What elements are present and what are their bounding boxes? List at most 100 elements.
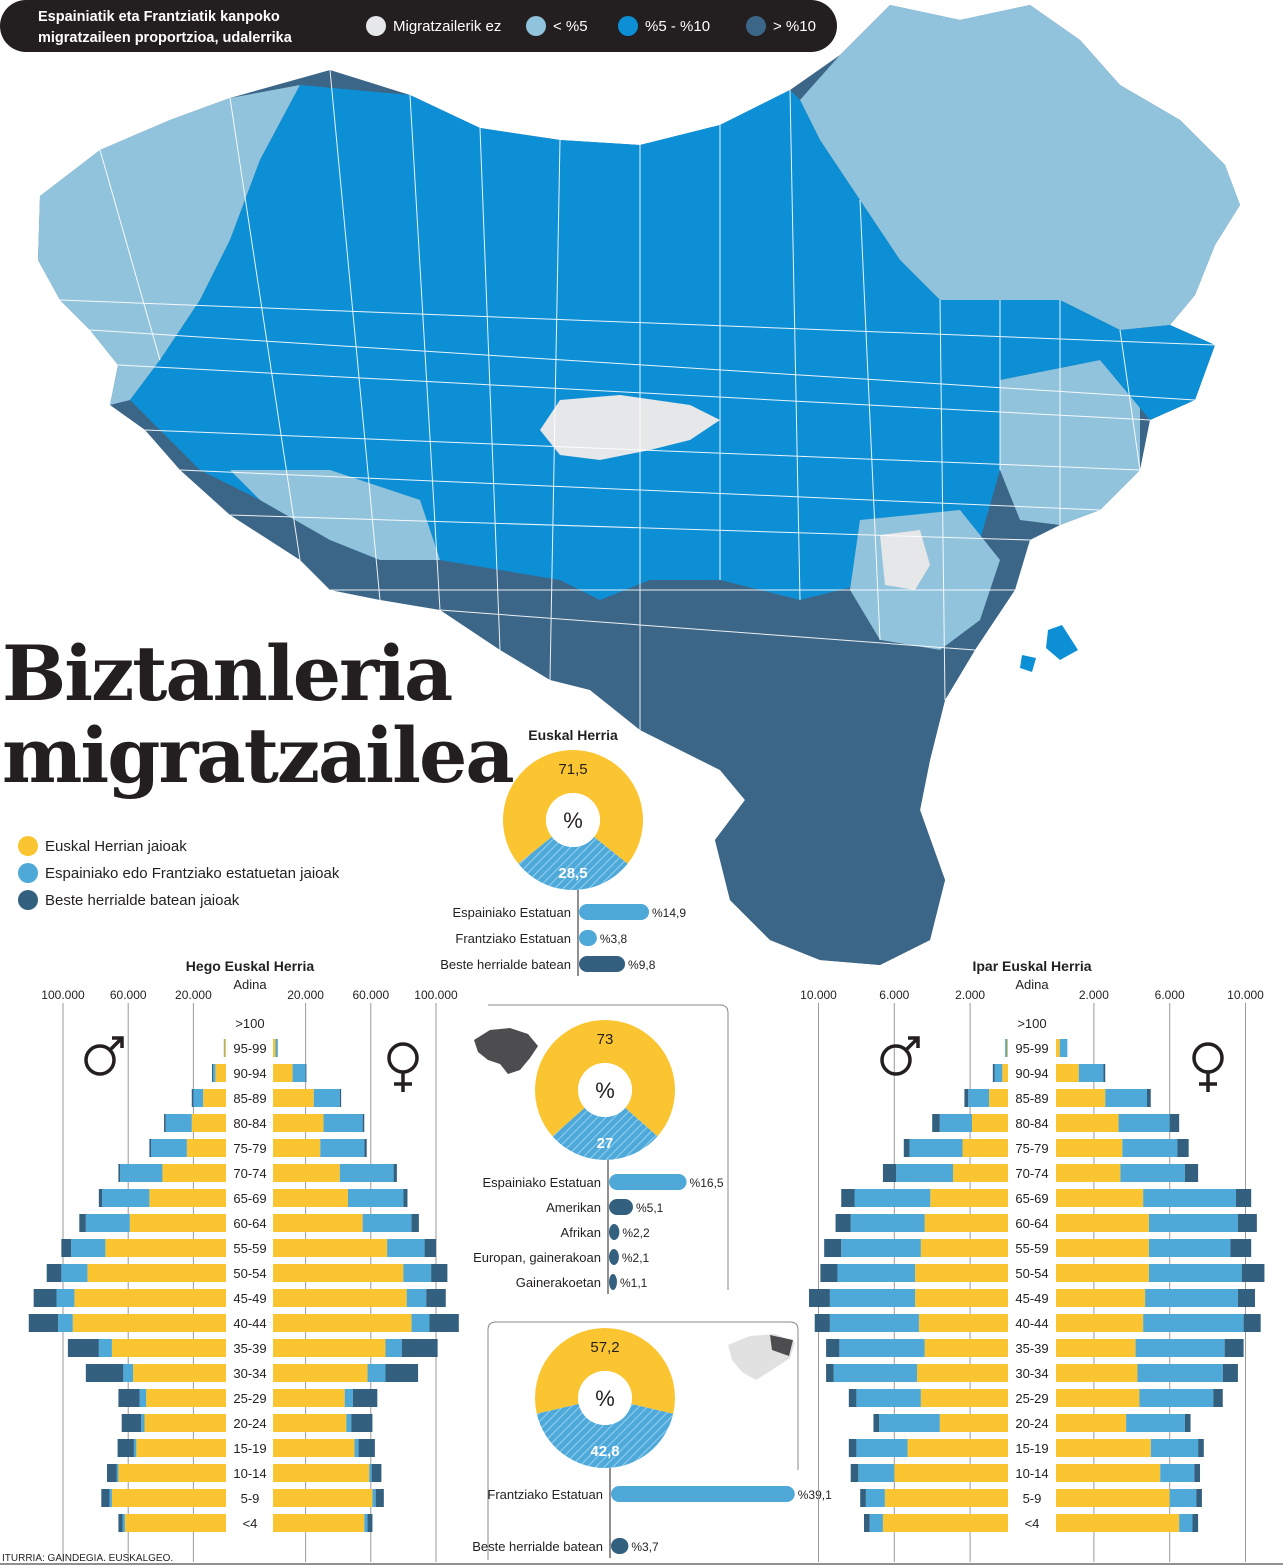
donut-value-migrant: 42,8 xyxy=(590,1443,619,1460)
pyramid-bar-male-abroad xyxy=(860,1489,866,1507)
pyramid-bar-female-local xyxy=(1056,1139,1123,1157)
pyramid-bar-male-state xyxy=(151,1139,187,1157)
pyramid-bar-male-abroad xyxy=(85,1364,124,1382)
pyramid-age-label: 25-29 xyxy=(233,1391,266,1406)
pyramid-bar-female-abroad xyxy=(1194,1464,1201,1482)
pyramid-bar-female-abroad xyxy=(352,1389,378,1407)
pyramid-bar-male-abroad xyxy=(118,1164,121,1182)
pyramid-bar-male-abroad xyxy=(191,1089,194,1107)
pyramid-bar-female-state xyxy=(1145,1289,1238,1307)
pyramid-bar-male-local xyxy=(989,1089,1008,1107)
header-title-line1: Espainiatik eta Frantziatik kanpoko xyxy=(38,9,280,25)
donut-ipar: % 57,2 42,8 Frantziako Estatuan %39,1 Beste h… xyxy=(472,1328,832,1558)
pyramid-bar-male-abroad xyxy=(814,1314,830,1332)
pyramid-bar-male-state xyxy=(122,1514,125,1532)
breakdown-label: Afrikan xyxy=(561,1225,601,1240)
pyramid-age-label: 15-19 xyxy=(1015,1441,1048,1456)
pyramid-bar-female-state xyxy=(1126,1414,1185,1432)
pyramid-hego: Hego Euskal Herria Adina 100.000 60.000 20.0… xyxy=(28,958,459,1562)
pyramid-bar-male-state xyxy=(829,1289,916,1307)
pyramid-bar-female-local xyxy=(1056,1264,1149,1282)
pyramid-bar-female-abroad xyxy=(1184,1414,1191,1432)
pyramid-bar-male-abroad xyxy=(863,1514,870,1532)
pyramid-age-label: 80-84 xyxy=(1015,1116,1048,1131)
breakdown-bar xyxy=(609,1199,633,1215)
pyramid-bar-male-state xyxy=(939,1114,972,1132)
pyramid-bar-female-state xyxy=(403,1264,432,1282)
pyramid-bar-female-local xyxy=(273,1114,324,1132)
donut-hole xyxy=(578,1371,632,1425)
donut-slice-migrant xyxy=(536,1404,674,1468)
pyramid-age-label: 60-64 xyxy=(1015,1216,1048,1231)
birthplace-legend: Euskal Herrian jaioak Espainiako edo Fran… xyxy=(18,836,340,910)
pyramid-age-label: 10-14 xyxy=(1015,1466,1048,1481)
map-legend-label: < %5 xyxy=(553,18,588,35)
map-legend-label: %5 - %10 xyxy=(645,18,710,35)
pyramid-age-label: 60-64 xyxy=(233,1216,266,1231)
pyramid-bar-female-state xyxy=(1105,1089,1147,1107)
pyramid-bar-male-abroad xyxy=(149,1139,152,1157)
breakdown-value: %14,9 xyxy=(652,906,686,920)
pyramid-bar-female-abroad xyxy=(1146,1089,1151,1107)
breakdown-label: Europan, gainerakoan xyxy=(473,1250,601,1265)
pyramid-bar-female-state xyxy=(344,1389,353,1407)
donut-value-migrant: 27 xyxy=(597,1135,614,1152)
pyramid-bar-male-local xyxy=(920,1389,1008,1407)
pyramid-bar-female-state xyxy=(387,1239,425,1257)
breakdown-bar xyxy=(611,1538,629,1554)
pyramid-bar-male-state xyxy=(56,1289,75,1307)
pyramid-bar-female-abroad xyxy=(358,1439,375,1457)
pyramid-age-label: 55-59 xyxy=(1015,1241,1048,1256)
pyramid-bar-male-abroad xyxy=(33,1289,57,1307)
legend-swatch xyxy=(18,836,38,856)
pyramid-bar-male-abroad xyxy=(826,1364,834,1382)
pyramid-age-label: 45-49 xyxy=(1015,1291,1048,1306)
breakdown-label: Frantziako Estatuan xyxy=(455,931,571,946)
pyramid-age-label: 65-69 xyxy=(1015,1191,1048,1206)
pyramid-bar-male-state xyxy=(833,1364,918,1382)
pyramid-tick-label: 6.000 xyxy=(879,988,909,1002)
pyramid-bar-male-abroad xyxy=(882,1164,897,1182)
donut-value-local: 73 xyxy=(597,1031,614,1048)
pyramid-bar-female-abroad xyxy=(1103,1064,1106,1082)
donut-hole xyxy=(546,793,600,847)
pyramid-bar-male-abroad xyxy=(850,1464,859,1482)
pyramid-bar-female-abroad xyxy=(431,1264,448,1282)
pyramid-tick-label: 20.000 xyxy=(287,988,324,1002)
pyramid-bar-male-state xyxy=(994,1064,1003,1082)
pyramid-bar-female-local xyxy=(1056,1439,1151,1457)
pyramid-bar-female-abroad xyxy=(375,1489,384,1507)
pyramid-bar-female-local xyxy=(273,1164,340,1182)
pyramid-bar-female-state xyxy=(1150,1439,1199,1457)
pyramid-bar-male-local xyxy=(924,1214,1008,1232)
pyramid-age-label: 30-34 xyxy=(1015,1366,1048,1381)
pyramid-bar-male-local xyxy=(953,1164,1008,1182)
pyramid-bar-female-abroad xyxy=(393,1164,397,1182)
pyramid-bar-male-abroad xyxy=(118,1514,123,1532)
pyramid-age-label: 30-34 xyxy=(233,1366,266,1381)
pyramid-bar-male-local xyxy=(203,1089,226,1107)
pyramid-tick-label: 100.000 xyxy=(41,988,85,1002)
pyramid-age-label: 75-79 xyxy=(233,1141,266,1156)
pyramid-bar-female-local xyxy=(273,1314,412,1332)
pyramid-tick-label: 100.000 xyxy=(414,988,458,1002)
map-legend-swatch xyxy=(526,16,546,36)
pyramid-bar-male-state xyxy=(85,1214,130,1232)
pyramid-age-label: 10-14 xyxy=(233,1466,266,1481)
pyramid-bar-female-local xyxy=(1056,1514,1180,1532)
pyramid-bar-female-local xyxy=(1056,1414,1127,1432)
pyramid-bar-female-local xyxy=(273,1239,388,1257)
male-symbol-hego xyxy=(84,1036,124,1076)
pyramid-bar-female-state xyxy=(1148,1214,1238,1232)
pyramid-bar-female-state xyxy=(1179,1514,1193,1532)
pyramid-bar-female-abroad xyxy=(401,1339,438,1357)
pyramid-age-label: 20-24 xyxy=(1015,1416,1048,1431)
breakdown-value: %39,1 xyxy=(798,1488,832,1502)
pyramid-bar-male-abroad xyxy=(61,1239,72,1257)
map-legend-swatch xyxy=(366,16,386,36)
pyramid-bar-male-local xyxy=(146,1389,226,1407)
pyramid-bar-male-local xyxy=(144,1414,226,1432)
pyramid-bar-female-state xyxy=(313,1089,340,1107)
ipar-locator-highlight xyxy=(770,1335,793,1356)
donut-hole xyxy=(578,1063,632,1117)
